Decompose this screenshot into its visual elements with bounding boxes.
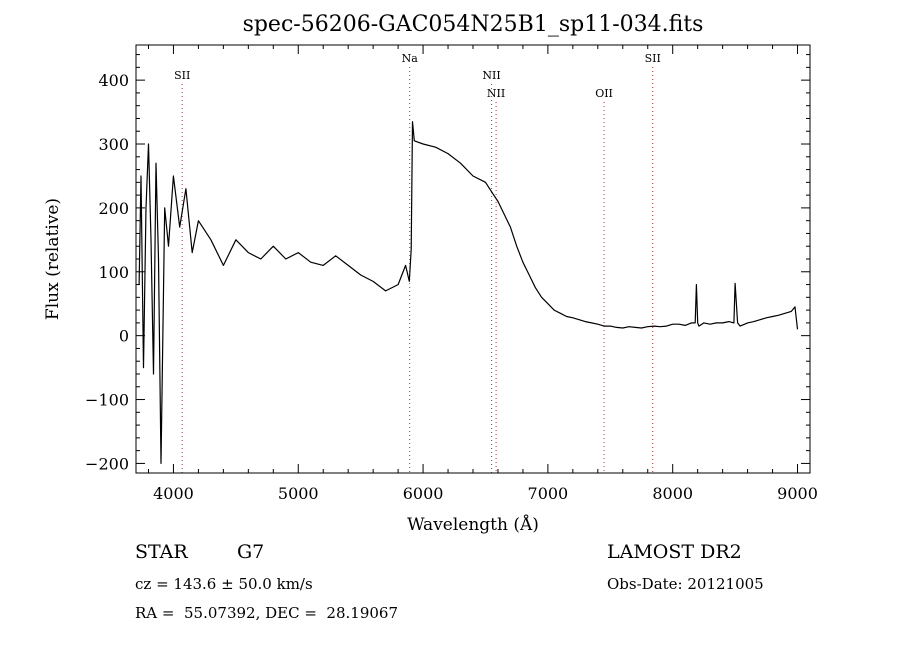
spectral-line-label: SII (174, 69, 190, 82)
y-tick-label: −200 (85, 454, 129, 473)
spectrum-line (138, 121, 799, 464)
spectral-line-label: Na (402, 52, 419, 65)
x-tick-label: 6000 (403, 484, 444, 503)
spectral-line-markers: SII Na NII NII OII SII (174, 52, 661, 473)
x-tick-label: 7000 (528, 484, 569, 503)
spectral-line-label: OII (595, 87, 613, 100)
spectral-line-label: SII (645, 52, 661, 65)
x-tick-label: 8000 (652, 484, 693, 503)
y-tick-label: 400 (98, 71, 129, 90)
x-tick-label: 5000 (278, 484, 319, 503)
y-tick-label: 300 (98, 135, 129, 154)
x-axis-label: Wavelength (Å) (407, 514, 539, 535)
observation-date: Obs-Date: 20121005 (607, 575, 764, 593)
y-tick-label: −100 (85, 391, 129, 410)
redshift-info: cz = 143.6 ± 50.0 km/s (135, 575, 313, 593)
y-tick-label: 0 (119, 327, 129, 346)
plot-area (138, 121, 799, 464)
survey-name: LAMOST DR2 (607, 541, 742, 563)
x-tick-label: 4000 (153, 484, 194, 503)
object-class: STAR (135, 541, 188, 563)
y-tick-label: 200 (98, 199, 129, 218)
y-axis-label: Flux (relative) (43, 198, 63, 320)
spectral-line-label: NII (482, 69, 500, 82)
spectral-line-label: NII (487, 87, 505, 100)
x-tick-label: 9000 (777, 484, 818, 503)
y-tick-label: 100 (98, 263, 129, 282)
object-subclass: G7 (237, 541, 265, 563)
axis-ticks: 4000 5000 6000 7000 8000 9000 −200 −100 0 100 200 3… (85, 45, 818, 503)
plot-frame (135, 44, 811, 474)
coordinates-info: RA = 55.07392, DEC = 28.19067 (135, 604, 399, 622)
chart-title: spec-56206-GAC054N25B1_sp11-034.fits (243, 12, 704, 37)
